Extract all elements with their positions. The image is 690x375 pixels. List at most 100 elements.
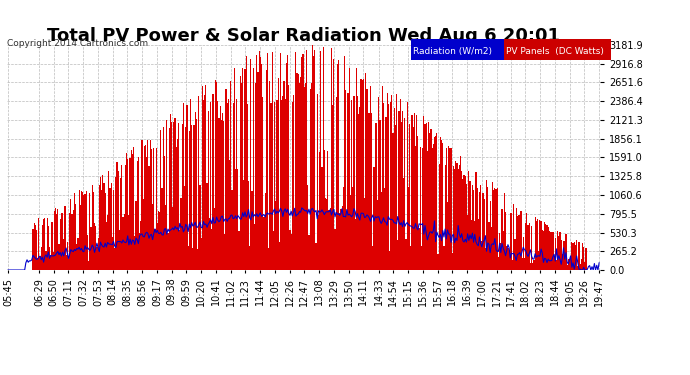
Bar (578, 243, 580, 270)
Bar (527, 225, 529, 270)
Bar (302, 54, 304, 270)
Bar (222, 113, 223, 270)
Bar (325, 198, 326, 270)
Bar (424, 124, 426, 270)
Bar (537, 219, 538, 270)
Bar (533, 260, 535, 270)
Bar (113, 190, 114, 270)
Bar (273, 231, 274, 270)
Bar (101, 190, 102, 270)
Bar (312, 45, 313, 270)
Bar (163, 127, 164, 270)
Bar (522, 258, 523, 270)
Bar (48, 226, 49, 270)
Bar (69, 213, 70, 270)
Bar (119, 230, 120, 270)
Bar (401, 123, 402, 270)
Bar (506, 246, 507, 270)
Bar (219, 106, 221, 270)
Bar (256, 55, 257, 270)
Bar (426, 123, 427, 270)
Bar (47, 218, 48, 270)
Bar (348, 68, 350, 270)
Bar (108, 171, 109, 270)
Bar (560, 240, 562, 270)
Bar (178, 123, 179, 270)
Bar (337, 64, 338, 270)
Bar (489, 222, 490, 270)
Bar (100, 177, 101, 270)
Bar (218, 118, 219, 270)
Bar (235, 169, 236, 270)
Bar (491, 227, 492, 270)
Bar (448, 146, 449, 270)
Bar (314, 50, 315, 270)
Bar (80, 206, 81, 270)
Bar (456, 163, 457, 270)
Bar (236, 99, 237, 270)
Bar (365, 73, 366, 270)
Bar (328, 210, 330, 270)
Bar (39, 256, 41, 270)
Bar (575, 245, 576, 270)
Bar (469, 181, 471, 270)
Bar (421, 246, 422, 270)
Bar (384, 188, 385, 270)
Bar (63, 240, 64, 270)
Bar (548, 227, 549, 270)
Bar (287, 55, 288, 270)
Bar (509, 250, 510, 270)
Bar (555, 238, 556, 270)
Bar (50, 255, 51, 270)
Bar (505, 212, 506, 270)
Bar (477, 219, 479, 270)
Bar (396, 94, 397, 270)
Bar (190, 99, 191, 270)
Bar (322, 47, 324, 270)
Bar (226, 103, 228, 270)
Bar (544, 222, 545, 270)
Bar (56, 214, 57, 270)
Bar (52, 252, 54, 270)
Bar (164, 156, 165, 270)
Bar (415, 146, 416, 270)
Bar (455, 161, 456, 270)
Bar (237, 168, 239, 270)
Bar (82, 192, 83, 270)
Bar (376, 123, 377, 270)
Bar (34, 225, 36, 270)
Bar (357, 96, 358, 270)
Bar (75, 204, 76, 270)
Bar (155, 148, 157, 270)
Bar (553, 256, 555, 270)
Bar (373, 167, 375, 270)
Bar (249, 246, 250, 270)
Bar (183, 103, 184, 270)
Bar (581, 259, 582, 270)
Bar (402, 111, 403, 270)
Bar (255, 83, 256, 270)
Bar (345, 90, 346, 270)
Bar (413, 127, 414, 270)
Bar (221, 120, 222, 270)
Bar (471, 220, 472, 270)
Bar (350, 195, 351, 270)
Bar (378, 97, 380, 270)
Bar (452, 253, 453, 270)
Bar (261, 64, 262, 270)
Bar (199, 185, 201, 270)
Bar (41, 247, 42, 270)
Bar (353, 96, 355, 270)
Bar (395, 125, 396, 270)
Bar (398, 111, 400, 270)
Bar (197, 249, 198, 270)
Bar (228, 99, 229, 270)
Bar (37, 258, 38, 270)
Bar (571, 242, 573, 270)
Bar (286, 63, 287, 270)
Bar (274, 102, 275, 270)
Bar (517, 216, 518, 270)
Bar (332, 105, 333, 270)
Bar (385, 117, 386, 270)
Bar (213, 94, 214, 270)
